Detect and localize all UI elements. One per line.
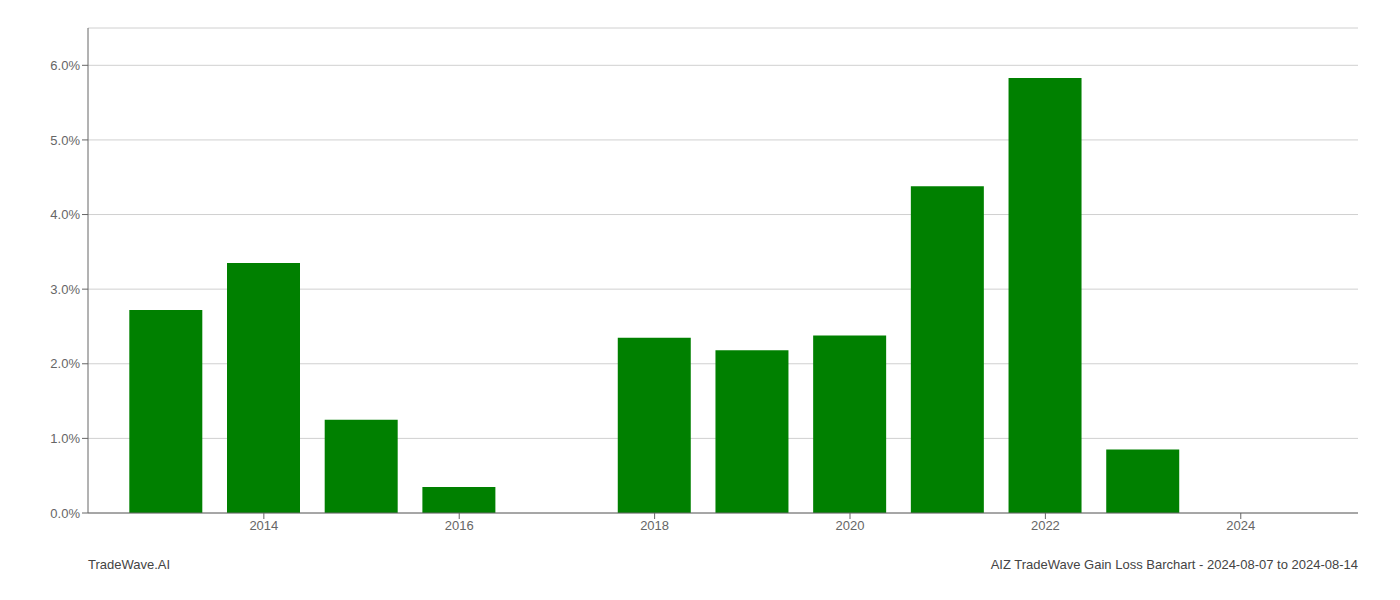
- svg-text:3.0%: 3.0%: [50, 282, 80, 297]
- svg-text:5.0%: 5.0%: [50, 133, 80, 148]
- html-text:AIZ TradeWave Gain Loss Barcha: AIZ TradeWave Gain Loss Barchart - 2024-…: [990, 557, 1358, 572]
- svg-text:2024: 2024: [1226, 518, 1255, 533]
- svg-text:6.0%: 6.0%: [50, 58, 80, 73]
- svg-text:1.0%: 1.0%: [50, 431, 80, 446]
- svg-text:2022: 2022: [1031, 518, 1060, 533]
- svg-text:2018: 2018: [640, 518, 669, 533]
- svg-text:2020: 2020: [836, 518, 865, 533]
- svg-text:2.0%: 2.0%: [50, 356, 80, 371]
- svg-text:2016: 2016: [445, 518, 474, 533]
- html-text:TradeWave.AI: TradeWave.AI: [88, 557, 171, 572]
- svg-text:0.0%: 0.0%: [50, 506, 80, 521]
- svg-text:2014: 2014: [249, 518, 278, 533]
- svg-text:4.0%: 4.0%: [50, 207, 80, 222]
